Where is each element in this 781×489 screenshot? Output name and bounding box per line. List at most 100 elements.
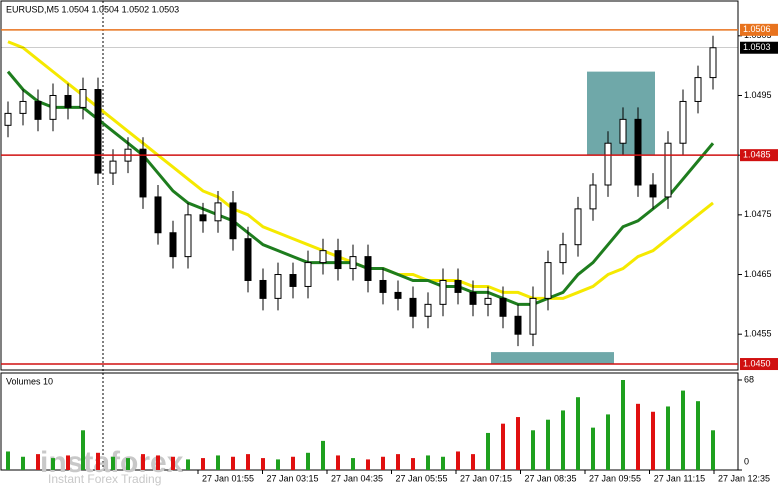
volume-bar — [531, 430, 535, 470]
volume-bar — [81, 430, 85, 470]
candle-body — [79, 89, 87, 108]
level-tag — [740, 149, 778, 162]
candle-body — [469, 291, 477, 305]
volume-bar — [111, 456, 115, 470]
candle-body — [289, 274, 297, 287]
candle-body — [664, 142, 672, 198]
volume-bar — [561, 410, 565, 470]
volume-bar — [621, 380, 625, 470]
candle-body — [379, 279, 387, 293]
candle-body — [484, 297, 492, 305]
price-panel — [0, 0, 739, 371]
volume-bar — [696, 401, 700, 470]
volume-bar — [426, 455, 430, 470]
x-tick-label: 27 Jan 05:55 — [395, 473, 447, 483]
volume-bar — [261, 458, 265, 470]
volume-bar — [6, 451, 10, 470]
volume-bar — [411, 458, 415, 470]
moving-average — [6, 70, 715, 306]
zone — [491, 352, 614, 365]
candle-body — [4, 112, 12, 126]
x-tick-label: 27 Jan 01:55 — [202, 473, 254, 483]
candle-body — [544, 262, 552, 299]
watermark-tagline: Instant Forex Trading — [48, 472, 161, 486]
candle-body — [139, 148, 147, 198]
x-tick-label: 27 Jan 11:15 — [654, 473, 705, 483]
level-label: 1.0485 — [743, 150, 771, 160]
volume-bar — [681, 390, 685, 470]
volume-bar — [36, 454, 40, 470]
x-tick-label: 27 Jan 12:35 — [718, 473, 770, 483]
candle-body — [439, 279, 447, 305]
candle-body — [424, 303, 432, 317]
candle-body — [364, 256, 372, 281]
volume-bar — [96, 452, 100, 470]
volume-bar — [606, 414, 610, 470]
candle-body — [244, 238, 252, 281]
volume-bar — [381, 456, 385, 470]
volume-bar — [396, 454, 400, 470]
volume-bar — [636, 403, 640, 470]
volume-bar — [651, 411, 655, 470]
candle-body — [274, 274, 282, 299]
x-tick-label: 27 Jan 03:15 — [266, 473, 318, 483]
volume-bar — [666, 406, 670, 470]
level-tag — [740, 358, 778, 371]
volume-bar — [216, 455, 220, 470]
y-tick-label: 1.0495 — [744, 90, 772, 100]
volume-bar — [516, 417, 520, 470]
x-tick-label: 27 Jan 09:55 — [589, 473, 641, 483]
volume-bar — [591, 427, 595, 470]
x-tick-label: 27 Jan 08:35 — [524, 473, 576, 483]
candle-body — [409, 297, 417, 317]
volume-bar — [501, 423, 505, 470]
candle-body — [214, 202, 222, 222]
volume-bar — [441, 456, 445, 470]
candle-body — [499, 297, 507, 317]
candle-body — [454, 279, 462, 293]
volume-bar — [366, 459, 370, 470]
candle-body — [574, 208, 582, 246]
volume-bar — [471, 454, 475, 470]
candle-body — [184, 214, 192, 258]
candle-body — [64, 94, 72, 108]
volume-bar — [456, 451, 460, 470]
volume-bar — [51, 458, 55, 470]
y-tick-label: 68 — [744, 374, 754, 384]
volume-bar — [546, 419, 550, 470]
candle-body — [19, 100, 27, 114]
candle-body — [604, 142, 612, 186]
volume-bar — [66, 455, 70, 470]
volume-bar — [231, 456, 235, 470]
level-tag — [740, 23, 778, 36]
candle-body — [694, 77, 702, 102]
candle-body — [334, 250, 342, 270]
candle-body — [679, 100, 687, 144]
candle-body — [94, 89, 102, 174]
volume-bar — [276, 459, 280, 470]
volume-bar — [486, 432, 490, 470]
volume-bar — [291, 456, 295, 470]
volume-bar — [141, 454, 145, 470]
candle-body — [154, 196, 162, 234]
candle-body — [349, 256, 357, 270]
volume-bar — [321, 440, 325, 470]
x-tick-label: 27 Jan 07:15 — [460, 473, 512, 483]
candle-body — [169, 232, 177, 258]
candle-body — [619, 118, 627, 144]
candle-body — [709, 47, 717, 79]
level-tag — [740, 41, 778, 54]
volume-bar — [171, 456, 175, 470]
x-tick-label: 27 Jan 04:35 — [331, 473, 383, 483]
candle-body — [259, 279, 267, 299]
candle-body — [49, 94, 57, 120]
volume-bar — [576, 397, 580, 470]
candle-body — [649, 184, 657, 198]
candle-body — [34, 100, 42, 120]
candle-body — [514, 315, 522, 335]
volume-bar — [351, 458, 355, 470]
level-label: 1.0506 — [743, 24, 771, 34]
volume-bar — [156, 455, 160, 470]
level-label: 1.0450 — [743, 358, 771, 368]
